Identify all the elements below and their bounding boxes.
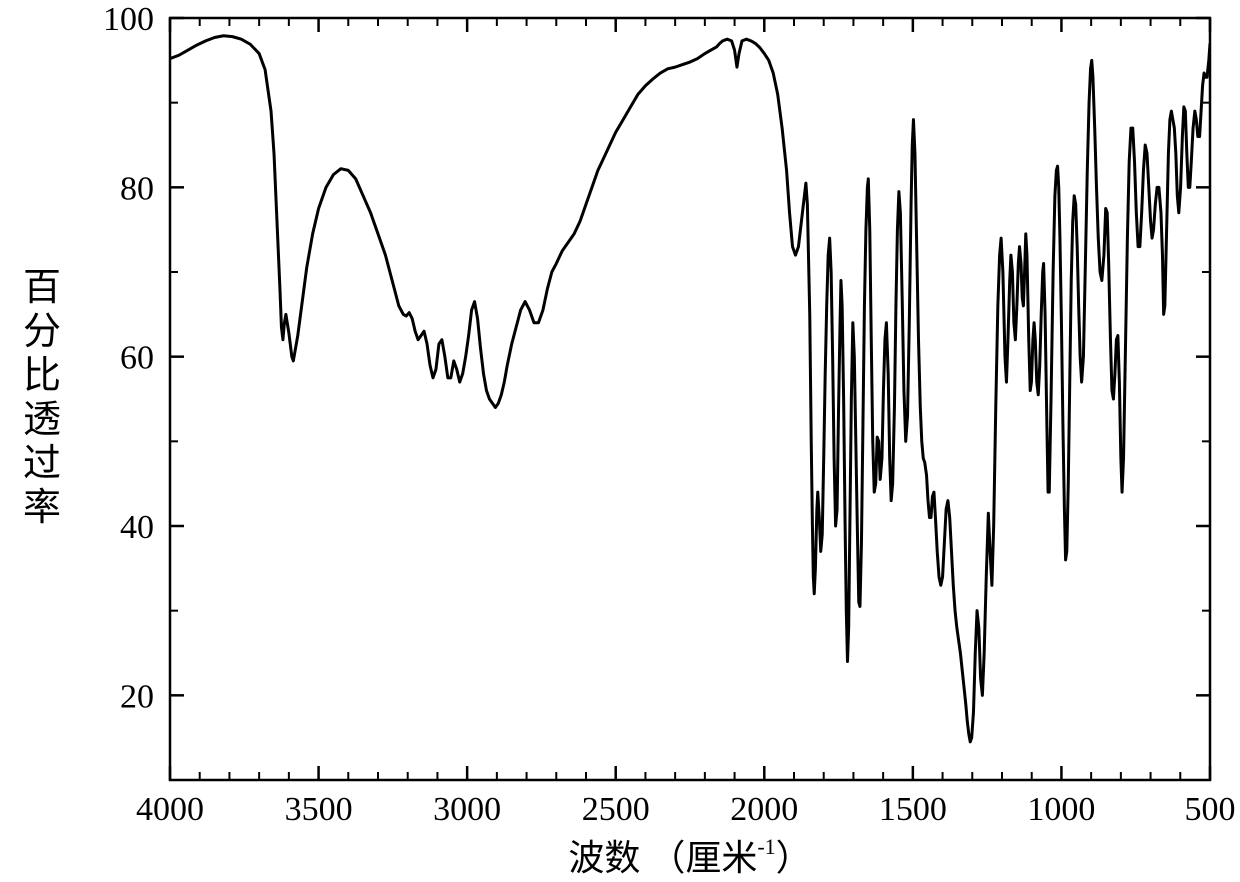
y-tick-label: 100 <box>103 1 154 38</box>
x-tick-label: 1500 <box>879 791 947 828</box>
y-axis-title-char: 分 <box>23 311 61 353</box>
y-tick-label: 40 <box>120 509 154 546</box>
y-tick-label: 20 <box>120 678 154 715</box>
y-axis-title-char: 百 <box>23 267 61 309</box>
x-tick-label: 4000 <box>136 791 204 828</box>
ir-spectrum-chart: 500 1000 1500 2000 2500 3000 3500 4000 20 40 60 80 1… <box>0 0 1240 882</box>
chart-svg: 500 1000 1500 2000 2500 3000 3500 4000 20 40 60 80 1… <box>0 0 1240 882</box>
x-tick-label: 3500 <box>285 791 353 828</box>
y-axis-title-char: 比 <box>23 355 61 397</box>
plot-frame <box>170 18 1210 780</box>
x-tick-label: 2000 <box>730 791 798 828</box>
x-axis-title: 波数 （厘米-1） <box>568 834 811 878</box>
x-tick-label: 1000 <box>1027 791 1095 828</box>
x-tick-label: 2500 <box>582 791 650 828</box>
x-tick-label: 500 <box>1185 791 1236 828</box>
y-axis-title-char: 透 <box>23 399 61 441</box>
y-axis-title-char: 率 <box>23 487 61 529</box>
y-tick-label: 80 <box>120 170 154 207</box>
y-tick-label: 60 <box>120 340 154 377</box>
y-axis-title-char: 过 <box>23 443 61 485</box>
spectrum-line <box>146 36 1210 742</box>
x-tick-label: 3000 <box>433 791 501 828</box>
